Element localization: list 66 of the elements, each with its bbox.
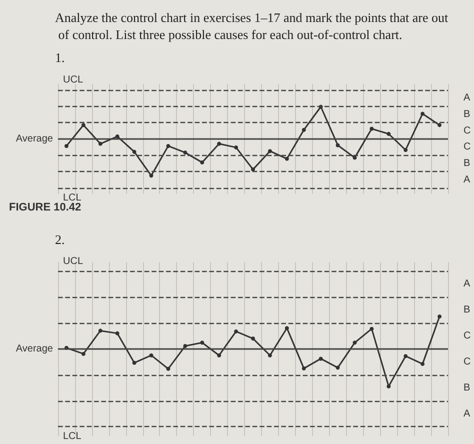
point — [132, 360, 136, 365]
point — [234, 329, 238, 334]
point — [318, 356, 323, 361]
point — [81, 123, 86, 128]
point — [370, 126, 374, 131]
point — [98, 142, 102, 146]
ref-line-label: Average — [16, 134, 54, 144]
text: C — [464, 356, 471, 368]
point — [149, 174, 154, 178]
point — [200, 340, 204, 345]
text: A — [464, 92, 471, 104]
ref-line-label: UCL — [63, 74, 84, 86]
point — [64, 144, 68, 148]
ref-line-label: UCL — [63, 256, 84, 267]
point — [336, 143, 340, 148]
point — [251, 167, 255, 172]
point — [336, 366, 340, 370]
point — [370, 326, 374, 331]
point — [149, 353, 154, 358]
caption: FIGURE 10.42 — [9, 202, 82, 214]
point — [420, 112, 425, 116]
text: C — [464, 330, 471, 342]
point — [183, 344, 188, 348]
point — [183, 150, 188, 155]
point — [251, 336, 255, 341]
point — [81, 352, 86, 356]
chart-subtitle: 1. — [55, 50, 65, 65]
point — [217, 353, 222, 358]
text: B — [464, 304, 471, 316]
chart-title: Analyze the control chart in exercises 1–17 and mark the points that are out of control. List three possible causes for each out-of-control chart. — [55, 10, 449, 42]
point — [234, 145, 238, 150]
ref-line-label: Average — [16, 344, 54, 354]
point — [302, 128, 306, 132]
text: B — [464, 108, 471, 120]
text: C — [464, 125, 471, 136]
point — [438, 123, 442, 128]
point — [420, 362, 425, 366]
point — [98, 328, 102, 333]
text: B — [464, 382, 471, 394]
point — [386, 132, 391, 136]
point — [404, 148, 408, 152]
text: C — [464, 142, 471, 153]
text: A — [464, 408, 471, 420]
point — [268, 149, 272, 154]
point — [268, 353, 272, 358]
point — [284, 326, 289, 330]
text: A — [464, 174, 471, 186]
point — [166, 144, 170, 148]
text: B — [464, 158, 471, 170]
ref-line-label: LCL — [63, 192, 82, 204]
point — [438, 314, 442, 319]
point — [166, 366, 170, 371]
chart-title: 2. — [55, 232, 65, 247]
point — [200, 160, 204, 164]
point — [386, 384, 391, 388]
point — [217, 142, 222, 146]
point — [132, 150, 136, 154]
point — [115, 331, 120, 336]
point — [352, 156, 357, 160]
point — [404, 354, 408, 358]
point — [302, 366, 306, 370]
text: A — [464, 278, 471, 290]
point — [352, 340, 357, 345]
point — [284, 156, 289, 161]
point — [115, 134, 120, 138]
ref-line-label: LCL — [63, 431, 82, 442]
